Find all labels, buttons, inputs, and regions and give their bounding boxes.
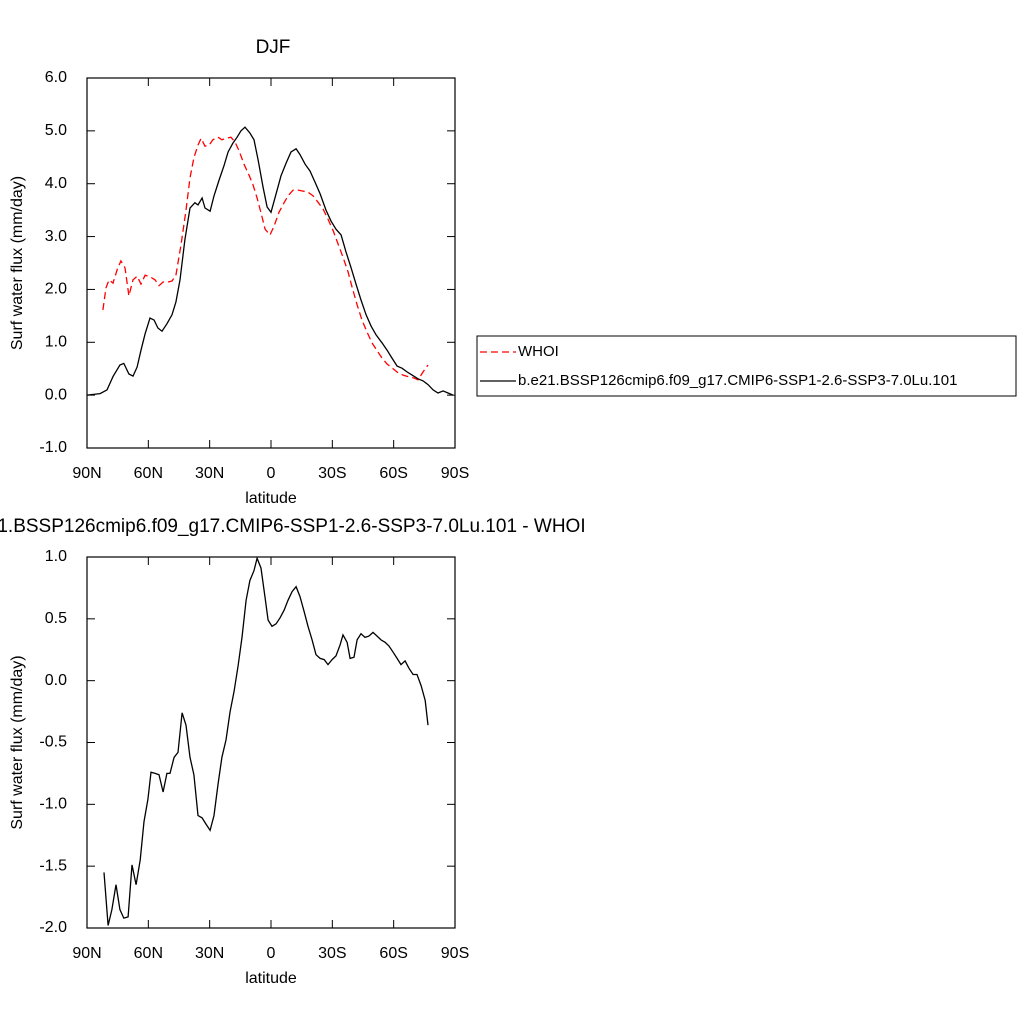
x-tick-label: 30S xyxy=(318,945,346,962)
legend-label: WHOI xyxy=(518,343,559,360)
x-tick-label: 90S xyxy=(441,945,469,962)
y-tick-label: 0.0 xyxy=(45,386,67,403)
plot-frame xyxy=(86,77,456,449)
x-tick-label: 30N xyxy=(195,945,224,962)
x-tick-label: 90N xyxy=(72,465,101,482)
y-tick-label: 2.0 xyxy=(45,281,67,298)
series-line xyxy=(86,126,454,396)
y-tick-label: 0.5 xyxy=(45,610,67,627)
legend-label: b.e21.BSSP126cmip6.f09_g17.CMIP6-SSP1-2.… xyxy=(518,372,957,389)
y-tick-label: 5.0 xyxy=(45,122,67,139)
chart-title: DJF xyxy=(256,37,291,58)
x-tick-label: 30S xyxy=(318,465,346,482)
chart-title: b.e21.BSSP126cmip6.f09_g17.CMIP6-SSP1-2.… xyxy=(0,516,586,537)
y-tick-label: 1.0 xyxy=(45,548,67,565)
y-tick-label: -1.0 xyxy=(39,796,67,813)
y-tick-label: 3.0 xyxy=(45,228,67,245)
x-axis-label: latitude xyxy=(245,490,297,507)
y-tick-label: 6.0 xyxy=(45,69,67,86)
x-tick-label: 60N xyxy=(134,465,163,482)
series-line xyxy=(102,136,429,381)
x-tick-label: 60S xyxy=(379,465,407,482)
y-tick-label: -0.5 xyxy=(39,734,67,751)
y-tick-label: -2.0 xyxy=(39,919,67,936)
x-axis-label: latitude xyxy=(245,970,297,987)
y-tick-label: -1.0 xyxy=(39,439,67,456)
y-axis-label: Surf water flux (mm/day) xyxy=(9,655,26,829)
y-tick-label: 1.0 xyxy=(45,334,67,351)
y-tick-label: -1.5 xyxy=(39,857,67,874)
x-tick-label: 90N xyxy=(72,945,101,962)
x-tick-label: 0 xyxy=(267,465,276,482)
x-tick-label: 60S xyxy=(379,945,407,962)
y-axis-label: Surf water flux (mm/day) xyxy=(9,176,26,350)
x-tick-label: 0 xyxy=(267,945,276,962)
x-tick-label: 90S xyxy=(441,465,469,482)
series-line xyxy=(103,556,429,926)
y-tick-label: 0.0 xyxy=(45,672,67,689)
y-tick-label: 4.0 xyxy=(45,175,67,192)
plot-frame xyxy=(86,556,456,929)
x-tick-label: 60N xyxy=(134,945,163,962)
x-tick-label: 30N xyxy=(195,465,224,482)
legend-box xyxy=(476,335,1017,397)
